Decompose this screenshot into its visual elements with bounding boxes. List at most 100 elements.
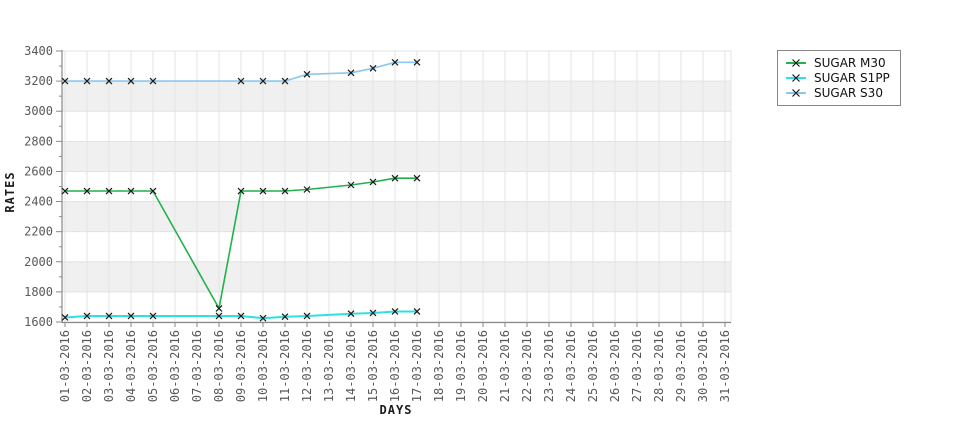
y-tick-label: 3400 [24, 44, 53, 58]
x-tick-label: 13-03-2016 [322, 330, 336, 402]
data-point-marker-sugar-s30 [391, 58, 399, 66]
data-point-marker-sugar-s30 [83, 77, 91, 85]
background-bands [62, 51, 731, 322]
legend: SUGAR M30 SUGAR S1PP SUGAR S30 [777, 50, 901, 106]
data-point-marker-sugar-m30 [369, 178, 377, 186]
data-point-marker-sugar-s30 [281, 77, 289, 85]
data-point-marker-sugar-s1pp [413, 308, 421, 315]
data-point-marker-sugar-s1pp [391, 308, 399, 315]
data-point-marker-sugar-s30 [105, 77, 113, 85]
x-tick-label: 08-03-2016 [212, 330, 226, 402]
data-point-marker-sugar-m30 [83, 187, 91, 195]
x-tick-label: 18-03-2016 [432, 330, 446, 402]
data-point-marker-sugar-m30 [259, 187, 267, 195]
data-point-marker-sugar-m30 [61, 187, 69, 195]
data-point-marker-sugar-s30 [127, 77, 135, 85]
data-point-marker-sugar-m30 [127, 187, 135, 195]
band [62, 111, 731, 142]
x-tick-label: 19-03-2016 [454, 330, 468, 402]
data-point-marker-sugar-s1pp [83, 312, 91, 320]
data-point-marker-sugar-s1pp [237, 312, 245, 320]
y-tick-label: 3000 [24, 104, 53, 118]
legend-x-marker-icon [786, 74, 806, 82]
legend-label: SUGAR M30 [814, 56, 886, 70]
x-tick-label: 29-03-2016 [674, 330, 688, 402]
data-point-marker-sugar-m30 [105, 187, 113, 195]
data-point-marker-sugar-s30 [303, 70, 311, 78]
data-point-marker-sugar-s30 [413, 58, 421, 66]
x-tick-label: 25-03-2016 [586, 330, 600, 402]
data-point-marker-sugar-s30 [237, 77, 245, 85]
legend-x-marker-icon [786, 89, 806, 97]
x-tick-label: 22-03-2016 [520, 330, 534, 402]
x-tick-label: 15-03-2016 [366, 330, 380, 402]
x-tick-label: 12-03-2016 [300, 330, 314, 402]
y-tick-label: 2800 [24, 134, 53, 148]
legend-item-sugar-s1pp: SUGAR S1PP [785, 71, 890, 85]
x-tick-label: 30-03-2016 [696, 330, 710, 402]
y-axis-title: RATES [3, 171, 17, 212]
data-point-marker-sugar-s1pp [215, 312, 223, 320]
data-point-marker-sugar-s1pp [61, 314, 69, 321]
y-tick-label: 1600 [24, 315, 53, 329]
x-tick-label: 28-03-2016 [652, 330, 666, 402]
x-tick-label: 07-03-2016 [190, 330, 204, 402]
x-tick-label: 02-03-2016 [80, 330, 94, 402]
series-line-sugar-s1pp [64, 310, 417, 320]
data-point-marker-sugar-m30 [413, 174, 421, 182]
data-point-marker-sugar-m30 [215, 305, 223, 312]
data-point-marker-sugar-s30 [149, 77, 157, 85]
legend-label: SUGAR S1PP [814, 71, 890, 85]
data-series [61, 58, 421, 322]
y-tick-label: 2000 [24, 255, 53, 269]
x-tick-label: 05-03-2016 [146, 330, 160, 402]
data-point-marker-sugar-s1pp [303, 312, 311, 320]
data-point-marker-sugar-s1pp [149, 312, 157, 320]
band [62, 261, 731, 292]
data-point-marker-sugar-m30 [237, 187, 245, 195]
data-point-marker-sugar-m30 [391, 174, 399, 182]
data-point-marker-sugar-m30 [303, 186, 311, 193]
axis-tick-labels: 3400 3200 3000 2800 2600 2400 2200 2000 1800 1600… [24, 44, 732, 402]
x-tick-label: 24-03-2016 [564, 330, 578, 402]
data-point-marker-sugar-s1pp [347, 310, 355, 318]
legend-item-sugar-m30: SUGAR M30 [785, 56, 890, 70]
x-tick-label: 14-03-2016 [344, 330, 358, 402]
x-tick-label: 16-03-2016 [388, 330, 402, 402]
x-axis-title: DAYS [380, 403, 413, 417]
data-point-marker-sugar-m30 [281, 187, 289, 195]
band [62, 51, 731, 82]
y-tick-label: 2600 [24, 164, 53, 178]
band [62, 291, 731, 322]
legend-item-sugar-s30: SUGAR S30 [785, 86, 890, 100]
data-point-marker-sugar-s30 [347, 69, 355, 77]
data-point-marker-sugar-m30 [347, 181, 355, 189]
band [62, 81, 731, 112]
x-tick-label: 31-03-2016 [718, 330, 732, 402]
x-tick-label: 09-03-2016 [234, 330, 248, 402]
y-tick-label: 1800 [24, 285, 53, 299]
data-point-marker-sugar-s30 [369, 64, 377, 72]
data-point-marker-sugar-s30 [61, 77, 69, 85]
x-tick-label: 21-03-2016 [498, 330, 512, 402]
legend-x-marker-icon [786, 59, 806, 67]
data-point-marker-sugar-s1pp [281, 313, 289, 321]
y-tick-label: 2200 [24, 225, 53, 239]
band [62, 231, 731, 262]
axis-ticks [56, 50, 726, 327]
x-tick-label: 03-03-2016 [102, 330, 116, 402]
band [62, 141, 731, 172]
x-tick-label: 04-03-2016 [124, 330, 138, 402]
x-tick-label: 10-03-2016 [256, 330, 270, 402]
y-tick-label: 2400 [24, 195, 53, 209]
data-point-marker-sugar-s1pp [259, 314, 267, 322]
gridlines [62, 50, 732, 323]
legend-label: SUGAR S30 [814, 86, 883, 100]
x-tick-label: 27-03-2016 [630, 330, 644, 402]
x-tick-label: 26-03-2016 [608, 330, 622, 402]
x-tick-label: 11-03-2016 [278, 330, 292, 402]
x-tick-label: 06-03-2016 [168, 330, 182, 402]
data-point-marker-sugar-s1pp [105, 312, 113, 320]
